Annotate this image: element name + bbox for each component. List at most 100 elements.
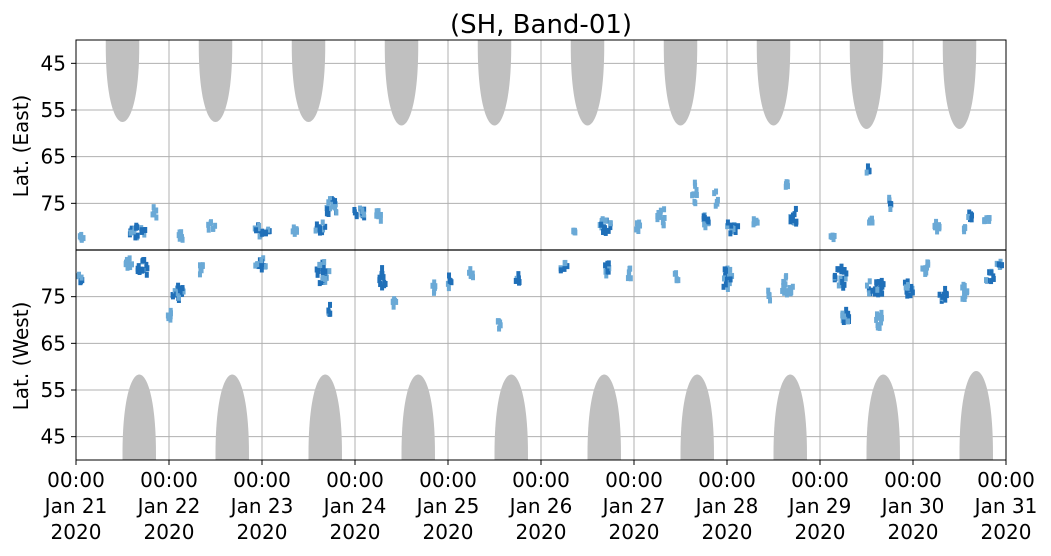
- activity-cell: [320, 270, 325, 277]
- activity-cell: [905, 278, 910, 285]
- activity-cell: [736, 223, 741, 230]
- activity-cell: [136, 263, 141, 270]
- activity-cell: [152, 210, 157, 217]
- activity-cell: [847, 314, 852, 321]
- activity-cell: [888, 206, 893, 213]
- activity-cell: [176, 294, 181, 301]
- night-shade-region: [756, 40, 791, 126]
- activity-cell: [935, 228, 940, 235]
- y-tick-label-east: 45: [41, 51, 66, 75]
- activity-cell: [198, 266, 203, 273]
- y-tick-label-east: 55: [41, 98, 66, 122]
- activity-cell: [793, 205, 798, 212]
- activity-cell: [845, 318, 850, 325]
- night-shade-region: [570, 40, 605, 126]
- activity-layer: [75, 163, 1004, 332]
- activity-cell: [378, 217, 383, 224]
- activity-cell: [318, 224, 323, 231]
- activity-cell: [657, 213, 662, 220]
- activity-cell: [789, 289, 794, 296]
- activity-cell: [330, 201, 335, 208]
- x-tick-label: Jan 31: [973, 494, 1038, 518]
- activity-cell: [292, 230, 297, 237]
- activity-cell: [905, 292, 910, 299]
- night-shade-region: [291, 40, 326, 122]
- activity-cell: [327, 268, 332, 275]
- activity-cell: [903, 284, 908, 291]
- activity-cell: [628, 265, 633, 272]
- activity-cell: [634, 226, 639, 233]
- x-tick-label: 2020: [237, 520, 288, 544]
- activity-cell: [723, 281, 728, 288]
- activity-cell: [991, 273, 996, 280]
- activity-cell: [962, 286, 967, 293]
- activity-cell: [870, 287, 875, 294]
- activity-cell: [259, 257, 264, 264]
- activity-cell: [446, 285, 451, 292]
- activity-cell: [636, 228, 641, 235]
- activity-cell: [323, 275, 328, 282]
- activity-cell: [206, 226, 211, 233]
- activity-cell: [379, 270, 384, 277]
- activity-cell: [447, 277, 452, 284]
- activity-cell: [865, 163, 870, 170]
- activity-cell: [962, 290, 967, 297]
- activity-cell: [322, 259, 327, 266]
- activity-cell: [784, 182, 789, 189]
- x-tick-label: 2020: [516, 520, 567, 544]
- activity-cell: [333, 198, 338, 205]
- x-tick-label: 00:00: [419, 468, 477, 492]
- activity-cell: [638, 222, 643, 229]
- activity-cell: [327, 196, 332, 203]
- activity-cell: [168, 316, 173, 323]
- activity-cell: [606, 260, 611, 267]
- activity-cell: [989, 278, 994, 285]
- activity-cell: [179, 229, 184, 236]
- activity-cell: [516, 271, 521, 278]
- activity-cell: [963, 224, 968, 231]
- activity-cell: [517, 279, 522, 286]
- night-shade-region: [849, 40, 884, 129]
- activity-cell: [656, 209, 661, 216]
- activity-cell: [131, 228, 136, 235]
- activity-cell: [840, 279, 845, 286]
- activity-cell: [317, 280, 322, 287]
- activity-cell: [831, 236, 836, 243]
- activity-cell: [374, 208, 379, 215]
- activity-cell: [794, 220, 799, 227]
- activity-cell: [962, 283, 967, 290]
- activity-cell: [605, 268, 610, 275]
- activity-cell: [374, 212, 379, 219]
- activity-cell: [944, 290, 949, 297]
- activity-cell: [626, 269, 631, 276]
- activity-cell: [381, 274, 386, 281]
- x-tick-label: 2020: [609, 520, 660, 544]
- activity-cell: [168, 313, 173, 320]
- activity-cell: [328, 205, 333, 212]
- activity-cell: [909, 283, 914, 290]
- activity-cell: [768, 297, 773, 304]
- activity-cell: [266, 226, 271, 233]
- activity-cell: [836, 282, 841, 289]
- activity-cell: [713, 202, 718, 209]
- activity-cell: [607, 265, 612, 272]
- activity-cell: [467, 269, 472, 276]
- activity-cell: [969, 215, 974, 222]
- activity-cell: [143, 227, 148, 234]
- activity-cell: [790, 283, 795, 290]
- night-shade-region: [401, 374, 435, 460]
- activity-cell: [165, 312, 170, 319]
- activity-cell: [176, 232, 181, 239]
- x-tick-label: 00:00: [326, 468, 384, 492]
- activity-cell: [692, 179, 697, 186]
- activity-cell: [206, 221, 211, 228]
- activity-cell: [906, 282, 911, 289]
- activity-cell: [79, 274, 84, 281]
- activity-cell: [876, 291, 881, 298]
- activity-cell: [784, 291, 789, 298]
- activity-cell: [562, 265, 567, 272]
- x-tick-label: 00:00: [884, 468, 942, 492]
- activity-cell: [867, 290, 872, 297]
